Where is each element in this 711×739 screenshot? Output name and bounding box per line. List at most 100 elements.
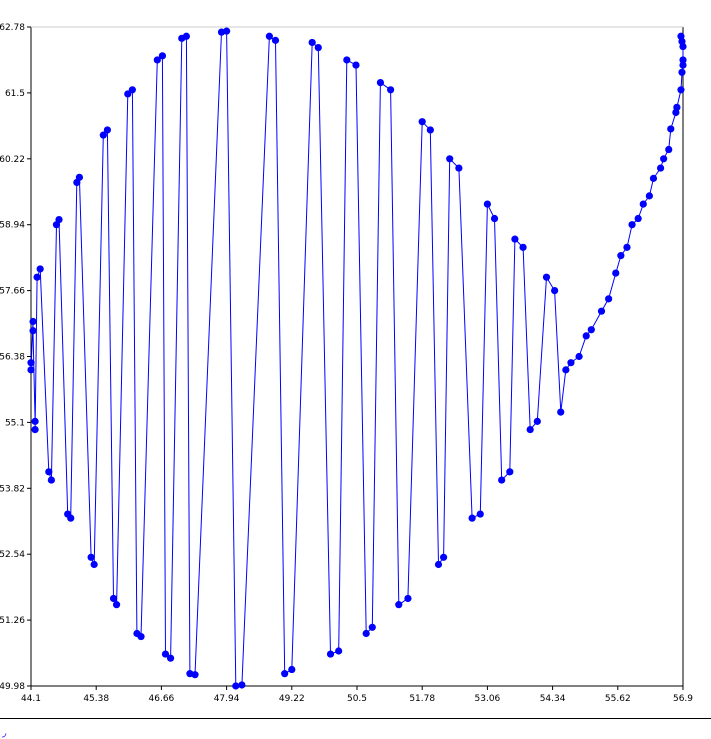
x-tick-label: 56.9 <box>673 694 693 704</box>
data-point <box>166 654 175 662</box>
data-point <box>31 417 39 425</box>
y-tick-label: 58.94 <box>0 221 25 231</box>
resize-grip-icon[interactable]: ◞ <box>2 726 7 739</box>
data-point <box>649 174 658 182</box>
data-point <box>128 86 136 94</box>
series-layer <box>27 27 687 690</box>
y-tick-label: 61.5 <box>5 89 25 99</box>
y-tick-label: 55.1 <box>5 418 25 428</box>
data-point <box>623 243 631 251</box>
y-tick-label: 57.66 <box>0 287 25 297</box>
data-point <box>455 164 463 172</box>
data-point <box>582 332 590 340</box>
data-point <box>45 468 53 476</box>
data-point <box>288 665 296 674</box>
data-point <box>335 647 343 655</box>
data-point <box>368 623 376 631</box>
data-point <box>232 682 240 690</box>
x-tick-label: 50.5 <box>347 694 367 704</box>
data-point <box>542 273 551 281</box>
data-point <box>597 307 606 315</box>
data-point <box>587 326 595 334</box>
data-point <box>617 251 625 260</box>
data-point <box>182 32 190 40</box>
y-tick-label: 52.54 <box>0 550 25 560</box>
data-point <box>612 269 620 277</box>
data-point <box>667 125 675 133</box>
data-point <box>498 476 506 484</box>
data-point <box>605 295 613 303</box>
bottom-divider <box>0 718 711 719</box>
data-point <box>161 650 170 658</box>
data-point <box>526 426 534 434</box>
data-point <box>343 56 351 64</box>
data-point <box>468 514 476 522</box>
data-point <box>426 126 434 134</box>
data-point <box>434 560 443 569</box>
x-tick-label: 55.62 <box>605 694 631 704</box>
data-point <box>483 200 491 208</box>
data-point <box>673 103 681 111</box>
data-point <box>27 366 35 374</box>
data-point <box>628 221 636 229</box>
data-point <box>29 327 37 335</box>
data-point <box>679 56 687 64</box>
data-point <box>314 43 322 52</box>
data-point <box>446 155 454 163</box>
data-point <box>47 476 55 484</box>
y-tick-label: 49.98 <box>0 682 25 692</box>
data-point <box>395 601 403 609</box>
data-point <box>31 426 39 434</box>
data-point <box>265 32 273 40</box>
data-point <box>33 273 41 281</box>
data-point <box>124 90 132 98</box>
data-point <box>36 265 44 273</box>
x-tick-label: 44.1 <box>21 694 41 704</box>
tick-labels-layer: 44.1 45.38 46.66 47.94 49.22 50.5 51.78 53.06 54… <box>0 23 693 704</box>
data-point <box>223 27 231 35</box>
data-point <box>634 214 642 223</box>
data-point <box>656 164 665 172</box>
y-tick-label: 53.82 <box>0 484 25 494</box>
data-point <box>29 317 37 326</box>
data-point <box>511 235 519 243</box>
data-point <box>271 36 280 44</box>
data-point <box>158 52 167 60</box>
data-point <box>562 366 570 374</box>
data-point <box>103 126 112 134</box>
data-point <box>352 61 360 69</box>
data-point <box>677 86 685 94</box>
data-point <box>418 118 426 126</box>
data-point <box>439 553 448 561</box>
data-point <box>665 145 673 154</box>
data-point <box>490 214 499 223</box>
data-point <box>109 594 118 603</box>
x-tick-label: 45.38 <box>83 694 109 704</box>
data-point <box>112 601 121 609</box>
data-point <box>387 86 395 94</box>
data-point <box>677 32 685 40</box>
data-point <box>551 287 559 295</box>
data-point <box>153 56 161 64</box>
x-tick-label: 47.94 <box>214 694 240 704</box>
data-point <box>67 514 75 522</box>
y-tick-label: 56.38 <box>0 353 25 363</box>
y-tick-label: 60.22 <box>0 155 25 165</box>
x-tick-label: 49.22 <box>279 694 305 704</box>
y-tick-label: 51.26 <box>0 616 25 626</box>
data-point <box>519 243 527 251</box>
data-point <box>533 417 541 425</box>
data-point <box>99 131 107 139</box>
data-point <box>639 200 647 208</box>
data-point <box>476 510 484 518</box>
x-tick-label: 51.78 <box>409 694 435 704</box>
data-point <box>75 173 83 181</box>
data-point <box>55 215 63 224</box>
data-point <box>679 61 687 69</box>
data-point <box>326 650 335 658</box>
x-tick-label: 54.34 <box>540 694 566 704</box>
data-point <box>87 553 95 561</box>
data-point <box>404 594 412 603</box>
